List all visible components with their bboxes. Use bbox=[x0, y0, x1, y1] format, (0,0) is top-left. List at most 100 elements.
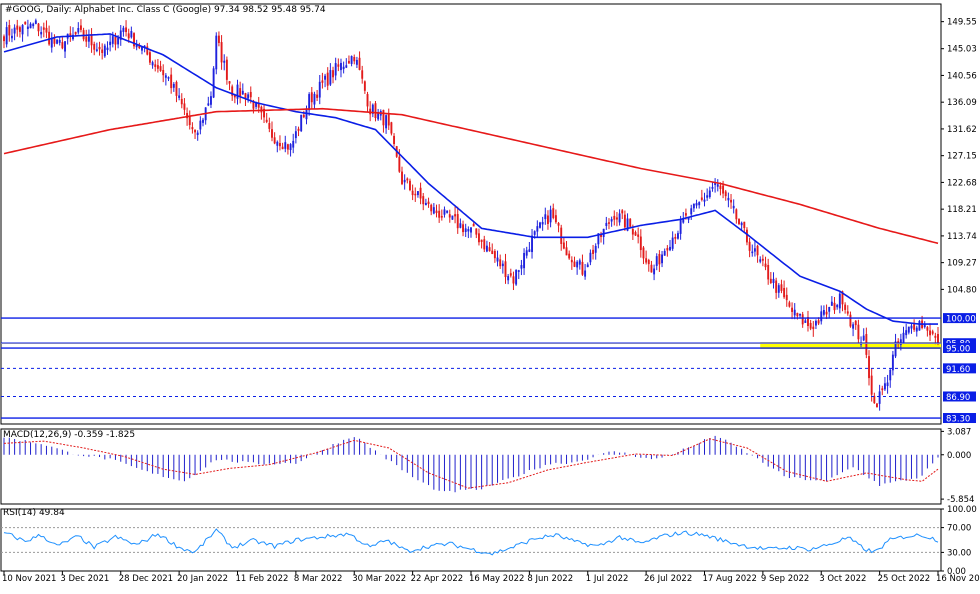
candle-body bbox=[464, 228, 467, 232]
candle-body bbox=[438, 210, 441, 218]
candle-body bbox=[748, 241, 751, 251]
candle-body bbox=[576, 261, 579, 268]
candle-body bbox=[106, 47, 109, 51]
candle-body bbox=[56, 39, 59, 44]
candle-body bbox=[61, 42, 64, 49]
candle-body bbox=[679, 219, 682, 234]
candle-body bbox=[122, 27, 125, 32]
candle-body bbox=[677, 233, 679, 239]
candle-body bbox=[661, 254, 664, 264]
candle-body bbox=[284, 142, 287, 149]
candle-body bbox=[891, 354, 894, 371]
candle-body bbox=[117, 38, 120, 45]
candle-body bbox=[639, 236, 642, 251]
candle-body bbox=[565, 247, 568, 256]
candle-body bbox=[581, 261, 584, 275]
candle-body bbox=[151, 62, 154, 66]
candle-body bbox=[278, 143, 281, 147]
candle-body bbox=[141, 46, 143, 51]
candle-body bbox=[456, 214, 459, 229]
candle-body bbox=[517, 270, 520, 272]
candle-body bbox=[546, 215, 549, 224]
candle-body bbox=[220, 42, 223, 63]
candle-body bbox=[820, 311, 823, 322]
candle-body bbox=[5, 27, 8, 45]
price-tick-label: 109.27 bbox=[947, 259, 977, 269]
candle-body bbox=[326, 72, 329, 86]
rsi-pane-title: RSI(14) 49.84 bbox=[3, 508, 65, 518]
price-tick-label: 145.03 bbox=[947, 45, 977, 55]
candle-body bbox=[708, 190, 711, 198]
level-label-0: 100.00 bbox=[943, 313, 976, 325]
candle-body bbox=[138, 45, 141, 49]
candle-body bbox=[491, 250, 494, 254]
candle-body bbox=[684, 213, 687, 216]
candle-body bbox=[586, 264, 589, 268]
candle-body bbox=[406, 178, 409, 181]
candle-body bbox=[637, 234, 640, 237]
candle-body bbox=[419, 187, 422, 199]
candle-body bbox=[350, 56, 353, 64]
candle-body bbox=[11, 35, 13, 39]
candle-body bbox=[905, 330, 908, 336]
candle-body bbox=[446, 210, 449, 213]
candle-body bbox=[647, 259, 650, 265]
candle-body bbox=[24, 21, 27, 25]
candle-body bbox=[271, 129, 273, 138]
candle-body bbox=[48, 31, 51, 45]
candle-body bbox=[589, 252, 592, 263]
candle-body bbox=[109, 41, 112, 46]
candle-body bbox=[390, 122, 393, 134]
candle-body bbox=[45, 27, 48, 33]
candle-body bbox=[87, 36, 90, 42]
candle-body bbox=[623, 214, 626, 228]
candle-body bbox=[501, 263, 504, 267]
candle-body bbox=[143, 45, 146, 48]
candle-body bbox=[669, 246, 671, 251]
candle-body bbox=[268, 123, 271, 129]
candle-body bbox=[767, 264, 770, 280]
level-label-bg bbox=[943, 313, 976, 324]
candle-body bbox=[716, 184, 719, 187]
candle-body bbox=[37, 23, 40, 32]
candle-body bbox=[608, 222, 610, 224]
candle-body bbox=[398, 156, 401, 172]
candle-body bbox=[533, 231, 536, 235]
candle-body bbox=[751, 251, 754, 254]
candle-body bbox=[730, 199, 732, 203]
candle-body bbox=[448, 214, 451, 218]
candle-body bbox=[634, 232, 637, 236]
candle-body bbox=[918, 320, 921, 331]
candle-body bbox=[329, 70, 332, 85]
candle-body bbox=[499, 259, 502, 267]
candle-body bbox=[294, 131, 297, 139]
candle-body bbox=[894, 341, 897, 357]
candle-body bbox=[308, 94, 311, 111]
candle-body bbox=[658, 253, 661, 265]
candle-body bbox=[42, 27, 45, 30]
candle-body bbox=[613, 215, 616, 220]
candle-body bbox=[852, 324, 855, 329]
candle-body bbox=[207, 103, 210, 106]
candle-body bbox=[682, 218, 685, 223]
candle-body bbox=[584, 270, 587, 277]
candle-body bbox=[188, 115, 191, 126]
candle-body bbox=[788, 302, 791, 307]
candle-body bbox=[512, 276, 515, 284]
candle-body bbox=[724, 191, 727, 197]
candle-body bbox=[260, 106, 263, 113]
level-label-5: 83.30 bbox=[943, 413, 976, 425]
candle-body bbox=[233, 94, 236, 98]
price-tick-label: 149.55 bbox=[947, 18, 977, 28]
candle-body bbox=[40, 31, 43, 35]
candle-body bbox=[85, 36, 88, 42]
date-tick-label: 28 Dec 2021 bbox=[119, 574, 173, 584]
candle-body bbox=[162, 70, 165, 76]
macd-pane-title: MACD(12,26,9) -0.359 -1.825 bbox=[3, 430, 135, 440]
candle-body bbox=[302, 114, 305, 118]
candle-body bbox=[785, 294, 788, 301]
candle-body bbox=[34, 20, 37, 24]
candle-body bbox=[114, 36, 117, 45]
